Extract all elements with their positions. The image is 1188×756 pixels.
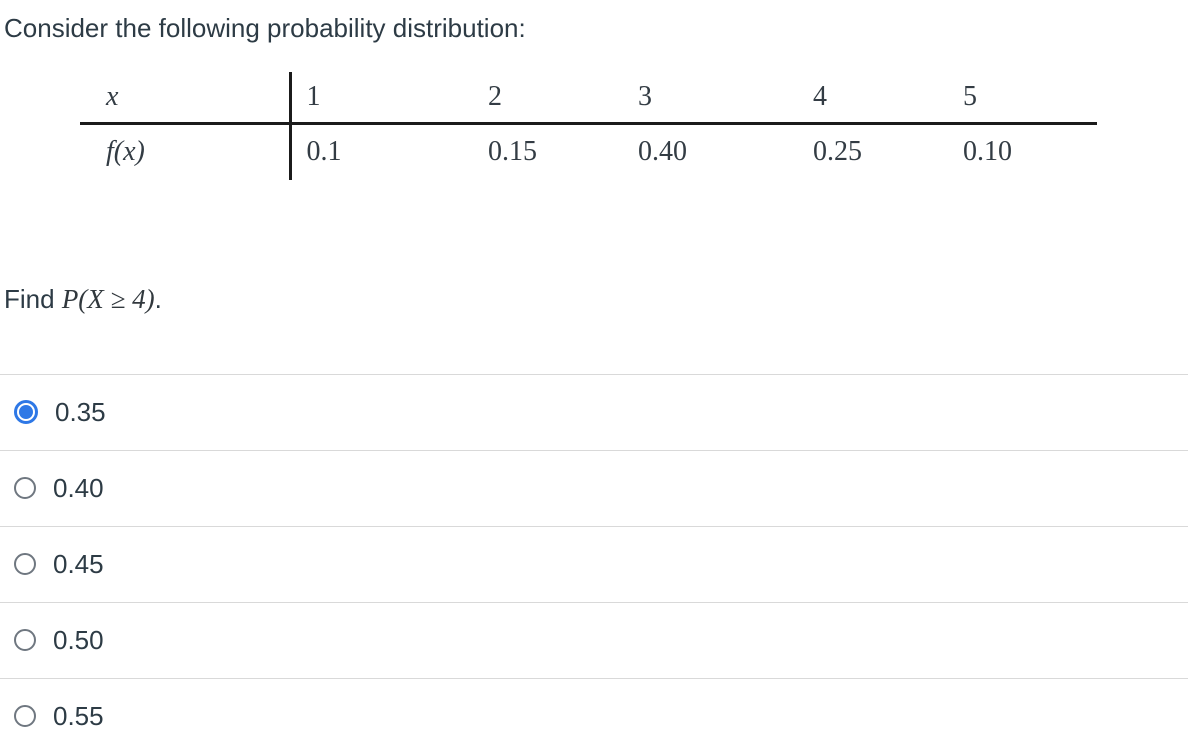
- find-prompt-prefix: Find: [4, 283, 62, 314]
- probability-distribution-table: x 1 2 3 4 5 f(x) 0.1 0.15 0.40 0.25 0.10: [80, 71, 1097, 180]
- fx-row-label: f(x): [106, 136, 145, 168]
- x-value-cell: 4: [798, 71, 948, 125]
- radio-button-icon[interactable]: [14, 629, 36, 651]
- answer-option[interactable]: 0.35: [0, 373, 1188, 450]
- answer-options-list: 0.35 0.40 0.45 0.50 0.55: [0, 373, 1188, 754]
- option-label[interactable]: 0.55: [53, 700, 104, 731]
- table-row-fx: f(x) 0.1 0.15 0.40 0.25 0.10: [80, 123, 1097, 180]
- question-title: Consider the following probability distr…: [4, 13, 526, 43]
- fx-value-cell: 0.25: [813, 136, 862, 168]
- table-row-x: x 1 2 3 4 5: [80, 71, 1097, 125]
- find-prompt-suffix: .: [154, 283, 162, 314]
- x-value-cell: 3: [623, 71, 798, 125]
- option-label[interactable]: 0.40: [53, 472, 104, 503]
- fx-value-cell: 0.10: [963, 136, 1012, 168]
- x-row-label: x: [80, 71, 290, 125]
- radio-button-icon[interactable]: [14, 553, 36, 575]
- option-label[interactable]: 0.50: [53, 624, 104, 655]
- answer-option[interactable]: 0.50: [0, 601, 1188, 678]
- answer-option[interactable]: 0.45: [0, 525, 1188, 602]
- answer-option[interactable]: 0.40: [0, 449, 1188, 526]
- option-label[interactable]: 0.45: [53, 548, 104, 579]
- radio-button-icon[interactable]: [14, 705, 36, 727]
- math-expression: P(X ≥ 4): [61, 283, 155, 314]
- fx-value-cell: 0.1: [288, 123, 473, 180]
- radio-button-icon[interactable]: [14, 477, 36, 499]
- fx-value-cell: 0.40: [638, 136, 687, 168]
- find-prompt: Find P(X ≥ 4).: [4, 284, 1188, 315]
- fx-value-cell: 0.15: [488, 136, 537, 168]
- radio-button-icon[interactable]: [14, 400, 38, 424]
- answer-option[interactable]: 0.55: [0, 677, 1188, 754]
- x-value-cell: 1: [288, 71, 473, 125]
- option-label[interactable]: 0.35: [55, 396, 106, 427]
- x-value-cell: 2: [473, 71, 623, 125]
- x-value-cell: 5: [948, 71, 1097, 125]
